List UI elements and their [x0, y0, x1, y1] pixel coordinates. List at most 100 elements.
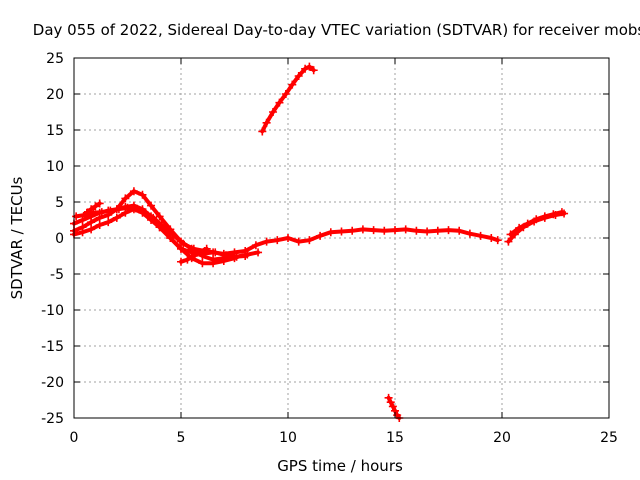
- data-point: [523, 219, 532, 228]
- data-point: [177, 257, 185, 266]
- data-point: [254, 248, 263, 257]
- data-point: [95, 213, 104, 222]
- axis-ticks: 0 5 10 15 20 25 -25 -20 -15 -10 -5 0 5 10 15 20 25: [41, 51, 618, 446]
- data-point: [294, 72, 303, 80]
- data-point: [540, 212, 549, 221]
- data-point: [281, 90, 290, 98]
- series-track-e: [82, 199, 104, 217]
- y-tick-label: 15: [46, 123, 64, 139]
- data-point: [189, 252, 198, 260]
- data-points: [70, 62, 569, 422]
- x-axis-label: GPS time / hours: [277, 457, 403, 475]
- data-point: [232, 252, 241, 261]
- x-tick-label: 0: [70, 430, 79, 446]
- data-point: [369, 226, 378, 235]
- y-axis-label: SDTVAR / TECUs: [8, 176, 26, 299]
- data-point: [487, 234, 496, 242]
- data-point: [138, 190, 147, 199]
- data-point: [337, 227, 346, 236]
- data-point: [243, 250, 252, 259]
- data-point: [305, 236, 314, 245]
- data-point: [196, 248, 205, 257]
- y-tick-label: 0: [55, 231, 64, 247]
- data-point: [202, 244, 211, 253]
- data-point: [262, 237, 271, 246]
- series-line: [260, 64, 316, 134]
- data-point: [273, 236, 282, 245]
- data-point: [388, 402, 397, 411]
- data-point: [549, 210, 558, 219]
- data-point: [348, 226, 357, 235]
- data-point: [391, 226, 399, 235]
- data-point: [251, 241, 260, 250]
- data-point: [506, 230, 515, 239]
- data-point: [106, 206, 115, 215]
- y-tick-label: 5: [55, 195, 64, 211]
- data-point: [121, 194, 130, 203]
- y-tick-label: -20: [41, 375, 64, 391]
- y-tick-label: 20: [46, 87, 64, 103]
- x-tick-label: 20: [493, 430, 511, 446]
- data-point: [493, 236, 502, 245]
- data-point: [155, 212, 164, 221]
- data-point: [433, 226, 442, 235]
- data-point: [97, 208, 106, 217]
- data-point: [423, 227, 432, 236]
- series-track-i: [258, 62, 318, 136]
- data-point: [91, 202, 100, 211]
- data-point: [476, 231, 485, 240]
- data-point: [532, 215, 541, 224]
- series-track-h: [506, 208, 566, 239]
- data-point: [219, 257, 228, 266]
- data-point: [72, 212, 81, 221]
- data-point: [168, 230, 177, 239]
- data-point: [209, 259, 218, 268]
- data-point: [183, 255, 192, 264]
- data-point: [114, 205, 123, 214]
- chart-title: Day 055 of 2022, Sidereal Day-to-day VTE…: [33, 21, 640, 39]
- data-point: [211, 248, 220, 257]
- y-tick-label: -5: [50, 267, 64, 283]
- data-point: [401, 225, 410, 234]
- data-point: [294, 237, 303, 246]
- data-point: [129, 187, 138, 196]
- data-point: [309, 66, 318, 75]
- series-track-f: [177, 244, 211, 266]
- data-point: [557, 208, 566, 217]
- data-point: [275, 98, 284, 107]
- data-point: [104, 218, 113, 227]
- data-point: [78, 228, 87, 237]
- data-point: [177, 244, 185, 253]
- data-point: [87, 225, 96, 234]
- data-point: [198, 259, 207, 268]
- data-point: [455, 226, 464, 235]
- data-point: [87, 205, 96, 214]
- data-point: [515, 223, 524, 232]
- data-point: [95, 199, 104, 208]
- data-point: [147, 201, 156, 210]
- series-track-d: [72, 203, 263, 261]
- data-point: [87, 218, 96, 227]
- data-point: [284, 234, 292, 242]
- y-tick-label: 25: [46, 51, 64, 67]
- data-point: [504, 237, 513, 246]
- data-point: [132, 204, 141, 213]
- data-point: [444, 226, 453, 235]
- y-tick-label: -15: [41, 339, 64, 355]
- data-point: [123, 203, 132, 212]
- data-point: [140, 208, 149, 217]
- grid: [74, 58, 609, 418]
- data-point: [112, 213, 121, 222]
- data-point: [269, 108, 278, 116]
- data-point: [157, 221, 166, 230]
- data-point: [326, 228, 335, 237]
- data-point: [301, 64, 310, 73]
- data-point: [262, 118, 271, 127]
- data-point: [465, 229, 474, 238]
- data-point: [384, 393, 393, 402]
- x-tick-label: 5: [177, 430, 186, 446]
- data-point: [189, 244, 198, 253]
- data-point: [316, 231, 325, 240]
